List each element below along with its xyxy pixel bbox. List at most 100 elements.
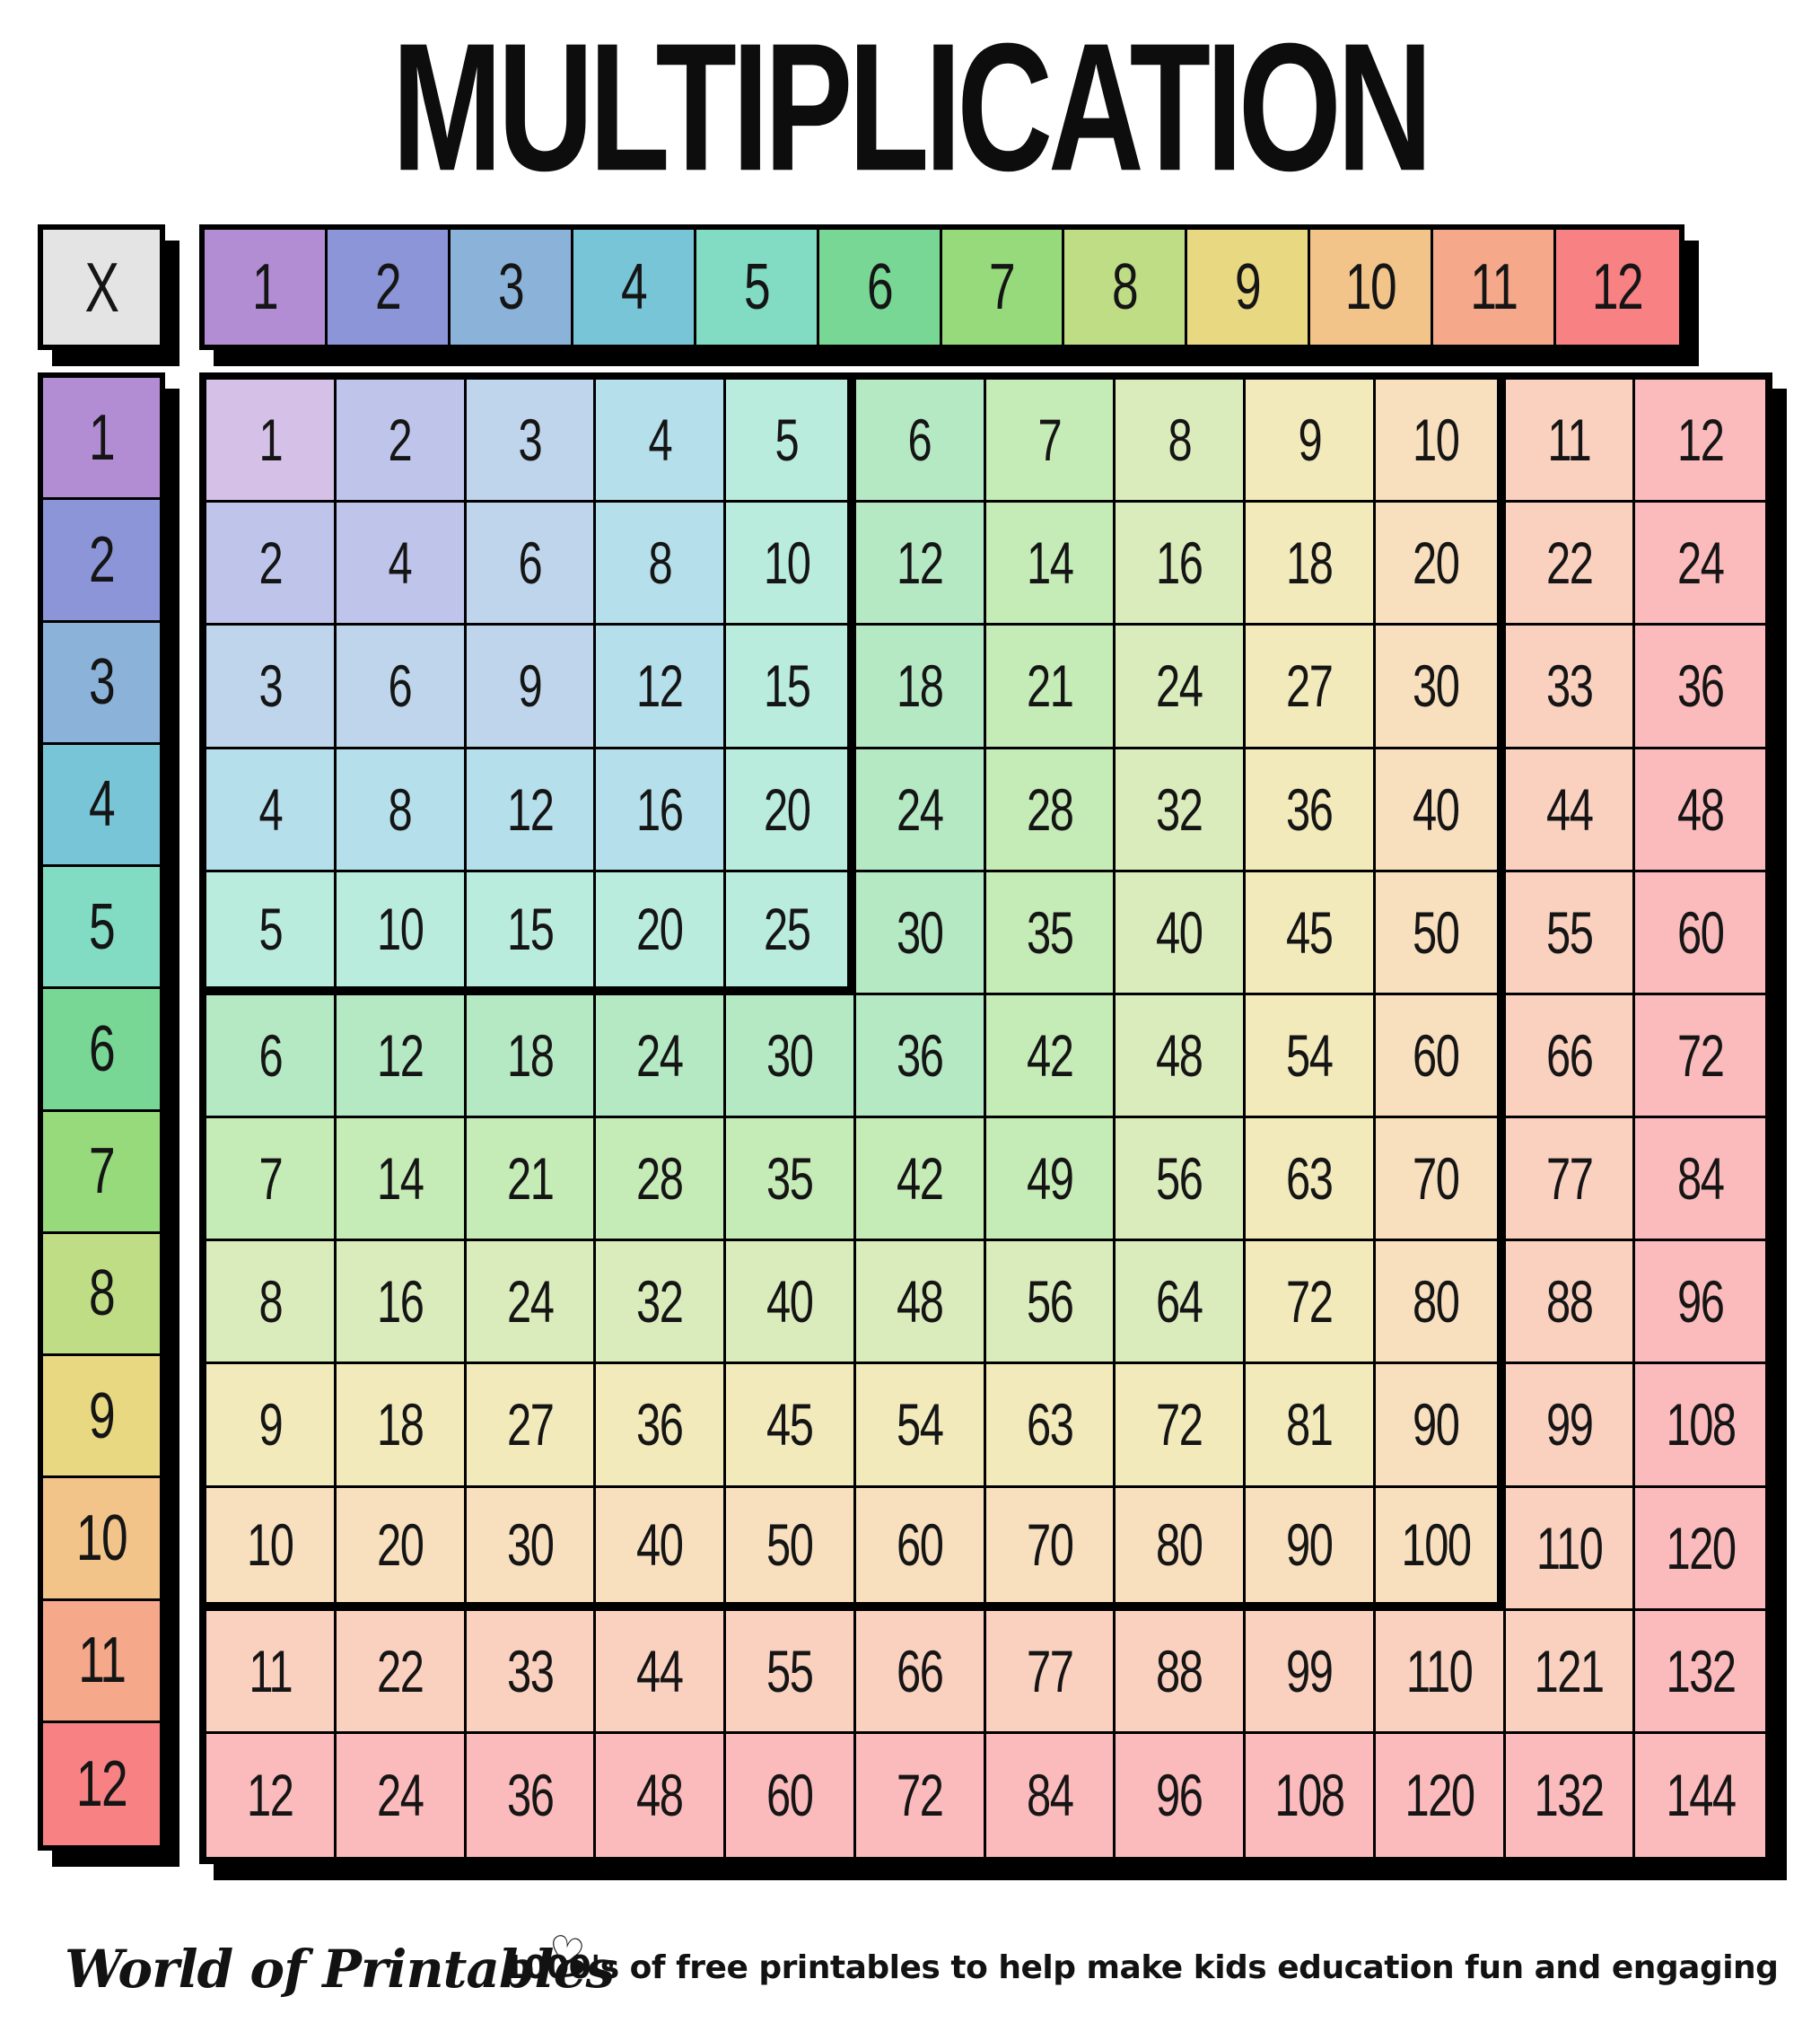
product-cell: 66 <box>1505 994 1636 1118</box>
product-cell: 72 <box>1635 994 1765 1118</box>
brand-logo: World of Printables <box>65 1939 615 2000</box>
product-cell: 66 <box>855 1610 986 1734</box>
product-cell: 18 <box>336 1364 467 1488</box>
product-cell: 84 <box>985 1733 1116 1857</box>
footer: World of Printables ♡ 1000's of free pri… <box>0 1924 1820 2040</box>
product-cell: 24 <box>466 1241 597 1365</box>
product-cell: 12 <box>596 626 726 749</box>
column-header-cell: 11 <box>1433 230 1557 345</box>
product-cell: 40 <box>1116 871 1246 995</box>
product-cell: 49 <box>985 1118 1116 1242</box>
product-cell: 48 <box>1116 994 1246 1118</box>
product-cell: 40 <box>596 1487 726 1611</box>
product-cell: 9 <box>206 1364 337 1488</box>
product-cell: 81 <box>1246 1364 1376 1488</box>
product-cell: 99 <box>1246 1610 1376 1734</box>
product-cell: 4 <box>596 380 726 503</box>
row-header-cell: 4 <box>43 744 160 867</box>
footer-tagline: 1000's of free printables to help make k… <box>503 1949 1779 1986</box>
product-cell: 55 <box>726 1610 856 1734</box>
product-cell: 15 <box>466 871 597 995</box>
product-cell: 16 <box>336 1241 467 1365</box>
product-cell: 16 <box>596 749 726 872</box>
row-header-cell: 7 <box>43 1111 160 1234</box>
product-cell: 30 <box>726 994 856 1118</box>
product-cell: 54 <box>855 1364 986 1488</box>
product-cell: 12 <box>336 994 467 1118</box>
product-cell: 84 <box>1635 1118 1765 1242</box>
product-cell: 18 <box>1246 503 1376 626</box>
product-cell: 50 <box>726 1487 856 1611</box>
product-cell: 40 <box>726 1241 856 1365</box>
product-cell: 4 <box>206 749 337 872</box>
product-cell: 11 <box>1505 380 1636 503</box>
product-cell: 63 <box>985 1364 1116 1488</box>
product-cell: 77 <box>1505 1118 1636 1242</box>
column-header-cell: 4 <box>573 230 696 345</box>
product-cell: 12 <box>855 503 986 626</box>
product-cell: 64 <box>1116 1241 1246 1365</box>
product-cell: 48 <box>596 1733 726 1857</box>
column-header-cell: 10 <box>1310 230 1434 345</box>
product-cell: 2 <box>336 380 467 503</box>
product-cell: 96 <box>1635 1241 1765 1365</box>
product-cell: 7 <box>985 380 1116 503</box>
product-cell: 20 <box>336 1487 467 1611</box>
product-cell: 24 <box>1116 626 1246 749</box>
column-header-cell: 3 <box>450 230 573 345</box>
product-cell: 32 <box>596 1241 726 1365</box>
product-cell: 12 <box>206 1733 337 1857</box>
product-cell: 35 <box>985 871 1116 995</box>
row-header-cell: 11 <box>43 1600 160 1723</box>
product-cell: 33 <box>466 1610 597 1734</box>
product-cell: 77 <box>985 1610 1116 1734</box>
product-cell: 33 <box>1505 626 1636 749</box>
product-cell: 20 <box>596 871 726 995</box>
product-cell: 121 <box>1505 1610 1636 1734</box>
product-cell: 9 <box>466 626 597 749</box>
product-cell: 3 <box>466 380 597 503</box>
product-cell: 32 <box>1116 749 1246 872</box>
product-cell: 5 <box>206 871 337 995</box>
product-cell: 48 <box>1635 749 1765 872</box>
product-cell: 10 <box>206 1487 337 1611</box>
row-header-cell: 12 <box>43 1722 160 1845</box>
row-header-cell: 8 <box>43 1233 160 1356</box>
product-cell: 24 <box>1635 503 1765 626</box>
row-header-cell: 6 <box>43 989 160 1112</box>
product-cell: 40 <box>1375 749 1506 872</box>
product-cell: 110 <box>1505 1487 1636 1611</box>
product-cell: 42 <box>985 994 1116 1118</box>
product-cell: 1 <box>206 380 337 503</box>
product-cell: 96 <box>1116 1733 1246 1857</box>
product-cell: 6 <box>206 994 337 1118</box>
column-header-cell: 12 <box>1556 230 1679 345</box>
product-cell: 42 <box>855 1118 986 1242</box>
row-header-cell: 5 <box>43 867 160 990</box>
product-cell: 6 <box>336 626 467 749</box>
row-header-cell: 3 <box>43 622 160 745</box>
product-cell: 132 <box>1505 1733 1636 1857</box>
page-title: MULTIPLICATION <box>391 5 1433 209</box>
product-cell: 50 <box>1375 871 1506 995</box>
product-cell: 88 <box>1505 1241 1636 1365</box>
column-header-row: 1 2 3 4 5 6 7 8 9 10 11 12 <box>199 224 1684 350</box>
product-cell: 27 <box>466 1364 597 1488</box>
product-cell: 25 <box>726 871 856 995</box>
product-cell: 18 <box>466 994 597 1118</box>
product-cell: 60 <box>1375 994 1506 1118</box>
product-cell: 60 <box>1635 871 1765 995</box>
product-cell: 16 <box>1116 503 1246 626</box>
product-cell: 60 <box>855 1487 986 1611</box>
column-header-cell: 6 <box>818 230 942 345</box>
product-cell: 21 <box>466 1118 597 1242</box>
product-cell: 28 <box>985 749 1116 872</box>
product-cell: 22 <box>1505 503 1636 626</box>
product-cell: 56 <box>985 1241 1116 1365</box>
product-cell: 18 <box>855 626 986 749</box>
product-cell: 80 <box>1375 1241 1506 1365</box>
product-cell: 55 <box>1505 871 1636 995</box>
column-header-cell: 8 <box>1064 230 1188 345</box>
product-cell: 27 <box>1246 626 1376 749</box>
